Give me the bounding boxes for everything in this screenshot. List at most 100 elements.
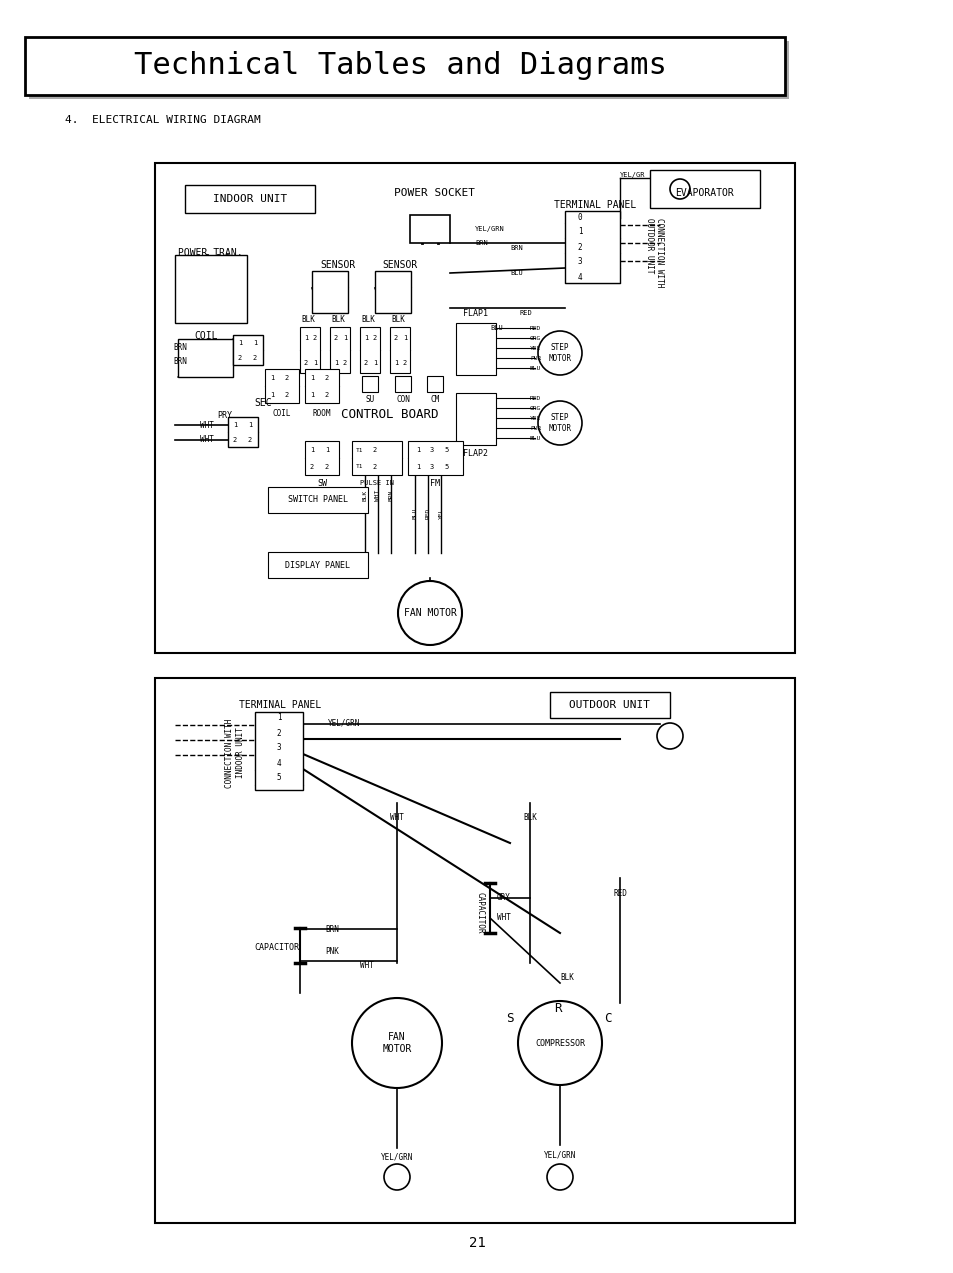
Text: 1: 1 [578,228,581,237]
Bar [268,488,368,513]
Text: 3: 3 [276,743,281,752]
Text: BLK: BLK [559,974,574,983]
Text: 2: 2 [373,463,376,470]
Text: RED: RED [530,326,540,331]
Text: 1: 1 [325,447,329,453]
Text: OUTDOOR UNIT: OUTDOOR UNIT [569,700,650,710]
Text: BRN: BRN [325,924,338,933]
Text: 3: 3 [430,463,434,470]
Text: YEL/GR: YEL/GR [619,172,645,178]
Text: COIL: COIL [194,331,217,341]
Bar [395,376,411,392]
Text: 4.  ELECTRICAL WIRING DIAGRAM: 4. ELECTRICAL WIRING DIAGRAM [65,115,260,125]
Circle shape [537,401,581,446]
Text: 2: 2 [313,335,316,341]
Text: 1: 1 [313,360,316,367]
Text: COMPRESSOR: COMPRESSOR [535,1039,584,1048]
Text: SWITCH PANEL: SWITCH PANEL [288,495,348,504]
Bar [427,376,442,392]
Bar [185,185,314,213]
Text: 2: 2 [325,463,329,470]
Bar [154,163,794,653]
Text: 1: 1 [402,335,407,341]
Bar [29,41,788,99]
Text: SENSOR: SENSOR [320,260,355,270]
Bar [550,693,669,718]
Text: CONNECTION WITH
INDOOR UNIT: CONNECTION WITH INDOOR UNIT [225,718,244,788]
Text: BLK: BLK [360,316,375,325]
Text: 3: 3 [430,447,434,453]
Text: FM: FM [430,479,439,488]
Text: 5: 5 [444,447,449,453]
Text: CM: CM [430,396,439,405]
Bar [178,339,233,377]
Text: 1: 1 [334,360,337,367]
Bar [456,393,496,446]
Text: 2: 2 [342,360,347,367]
Text: 1: 1 [233,423,237,428]
Text: BLK: BLK [331,316,345,325]
Text: YEL/GRN: YEL/GRN [543,1151,576,1160]
Text: BLU: BLU [510,270,522,276]
Circle shape [352,998,441,1088]
Text: PUR: PUR [530,425,540,430]
Text: CONTROL BOARD: CONTROL BOARD [341,409,438,421]
Text: WHT: WHT [200,435,213,444]
Bar [305,369,338,404]
Text: 21: 21 [468,1236,485,1250]
Text: BLK: BLK [362,489,367,500]
Text: 1: 1 [248,423,252,428]
Text: 2: 2 [285,376,289,381]
Text: COIL: COIL [273,409,291,418]
Text: 3: 3 [578,257,581,266]
Text: ROOM: ROOM [313,409,331,418]
Circle shape [657,723,682,749]
Bar [265,369,298,404]
Text: 2: 2 [394,335,397,341]
Text: R: R [554,1002,561,1015]
Text: STEP
MOTOR: STEP MOTOR [548,344,571,363]
Text: 2: 2 [248,437,252,443]
Text: 1: 1 [253,340,257,346]
Bar [25,37,784,95]
Text: 2: 2 [373,447,376,453]
Bar [361,376,377,392]
Text: STEP
MOTOR: STEP MOTOR [548,414,571,433]
Text: 2: 2 [237,355,242,362]
Text: DISPLAY PANEL: DISPLAY PANEL [285,560,350,569]
Text: TERMINAL PANEL: TERMINAL PANEL [554,200,636,210]
Bar [390,327,410,373]
Text: 1: 1 [416,463,419,470]
Text: BLU: BLU [530,365,540,370]
Text: Technical Tables and Diagrams: Technical Tables and Diagrams [133,51,666,79]
Bar [330,327,350,373]
Text: SENSOR: SENSOR [382,260,417,270]
Bar [228,418,257,447]
Bar [305,440,338,475]
Text: S: S [506,1012,514,1025]
Text: 0: 0 [578,213,581,222]
Text: 2: 2 [304,360,308,367]
Text: INDOOR UNIT: INDOOR UNIT [213,193,287,204]
Text: PUR: PUR [530,355,540,360]
Text: T1: T1 [355,465,363,470]
Text: YEL: YEL [438,508,443,518]
Text: FAN MOTOR: FAN MOTOR [403,608,456,617]
Circle shape [397,580,461,645]
Text: EVAPORATOR: EVAPORATOR [675,188,734,199]
Bar [312,271,348,313]
Text: RED: RED [519,311,532,316]
Text: 1: 1 [237,340,242,346]
Text: WHT: WHT [497,914,511,923]
Text: WHT: WHT [375,489,380,500]
Text: BLU: BLU [530,435,540,440]
Text: RED: RED [613,889,626,897]
Text: C: C [603,1012,611,1025]
Text: BLU: BLU [412,508,417,518]
Text: CAPACITOR: CAPACITOR [254,943,299,952]
Text: FAN
MOTOR: FAN MOTOR [382,1032,412,1054]
Bar [456,323,496,376]
Text: YEL/GRN: YEL/GRN [475,227,504,232]
Text: PULSE IN: PULSE IN [359,480,394,486]
Text: 4: 4 [276,759,281,768]
